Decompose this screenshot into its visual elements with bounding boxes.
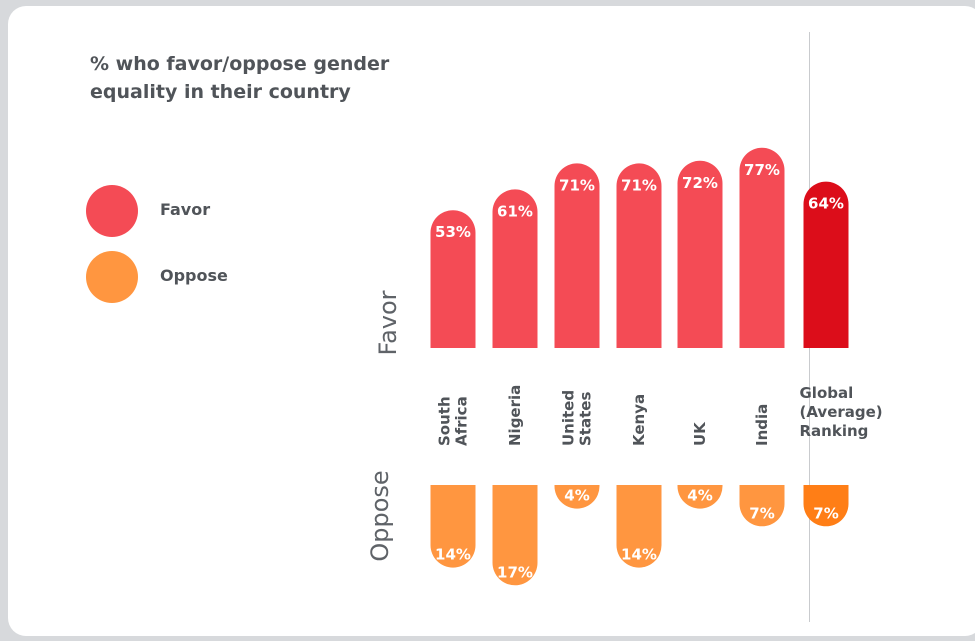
oppose-bar-kenya (616, 485, 662, 568)
favor-value-label-global-average-ranking: 64% (808, 195, 844, 213)
favor-bar-nigeria (492, 189, 538, 348)
legend-swatch-oppose (86, 251, 138, 303)
favor-bar-south-africa (430, 210, 476, 348)
category-label-india: India (753, 404, 771, 446)
favor-value-label-united-states: 71% (559, 176, 595, 194)
oppose-value-label-uk: 4% (687, 487, 712, 505)
legend-label-oppose: Oppose (160, 266, 228, 285)
favor-bar-global-average-ranking (803, 181, 849, 348)
category-label-south-africa: SouthAfrica (436, 396, 471, 446)
favor-bar-india (739, 147, 785, 348)
favor-value-label-nigeria: 61% (497, 202, 533, 220)
favor-bar-united-states (554, 163, 600, 348)
bar-chart: 53% 14% SouthAfrica 61% 17% Nigeria 71% 4% Unite… (430, 147, 883, 586)
category-label-global-average-ranking: Global (Average) Ranking (800, 384, 883, 440)
oppose-value-label-united-states: 4% (564, 487, 589, 505)
favor-bar-kenya (616, 163, 662, 348)
oppose-value-label-south-africa: 14% (435, 546, 471, 564)
category-label-kenya: Kenya (630, 394, 648, 446)
oppose-bar-india (739, 485, 785, 527)
category-label-nigeria: Nigeria (506, 385, 524, 446)
oppose-bar-south-africa (430, 485, 476, 568)
legend-label-favor: Favor (160, 200, 211, 219)
oppose-bar-nigeria (492, 485, 538, 586)
legend-swatch-favor (86, 185, 138, 237)
oppose-value-label-global-average-ranking: 7% (813, 504, 838, 522)
oppose-value-label-kenya: 14% (621, 546, 657, 564)
chart-title: % who favor/oppose gender equality in th… (90, 53, 390, 103)
oppose-value-label-india: 7% (749, 504, 774, 522)
oppose-bar-united-states (554, 485, 600, 509)
favor-value-label-south-africa: 53% (435, 223, 471, 241)
oppose-bar-global-average-ranking (803, 485, 849, 527)
favor-value-label-india: 77% (744, 161, 780, 179)
chart-card: % who favor/oppose gender equality in th… (8, 6, 975, 636)
category-label-uk: UK (691, 421, 709, 446)
oppose-value-label-nigeria: 17% (497, 563, 533, 581)
favor-value-label-kenya: 71% (621, 176, 657, 194)
category-label-united-states: UnitedStates (560, 390, 595, 446)
favor-value-label-uk: 72% (682, 174, 718, 192)
favor-bar-uk (677, 160, 723, 348)
oppose-bar-uk (677, 485, 723, 509)
